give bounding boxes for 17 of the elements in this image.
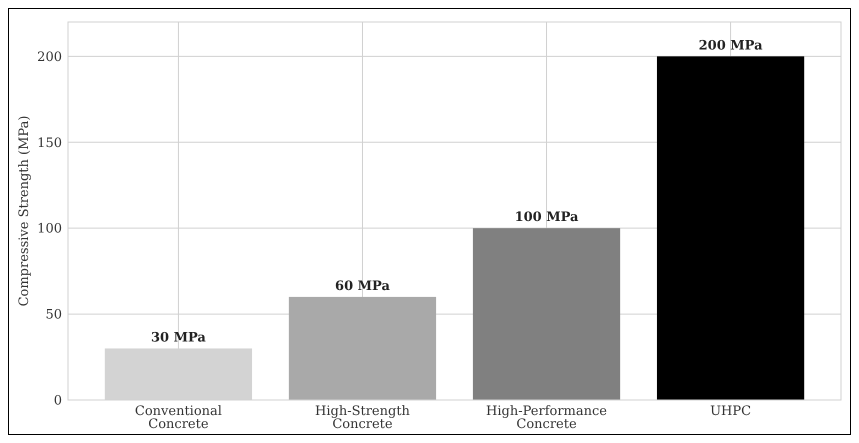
bar: [656, 56, 804, 400]
y-tick-label: 200: [37, 50, 62, 65]
y-tick-label: 50: [45, 308, 62, 323]
y-axis-title: Compressive Strength (MPa): [17, 116, 32, 306]
data-label: 60 MPa: [335, 278, 390, 294]
bar: [472, 228, 620, 400]
x-tick-label: Conventional Concrete: [134, 404, 222, 432]
x-tick-label: High-Performance Concrete: [486, 404, 608, 432]
data-label: 100 MPa: [514, 210, 580, 226]
bar: [288, 296, 436, 400]
data-label: 200 MPa: [698, 38, 764, 54]
y-tick-label: 150: [37, 136, 62, 151]
data-label: 30 MPa: [151, 330, 206, 346]
y-tick-label: 0: [54, 394, 62, 409]
y-tick-label: 100: [37, 222, 62, 237]
x-tick-label: UHPC: [710, 404, 752, 419]
x-tick-label: High-Strength Concrete: [315, 404, 411, 432]
